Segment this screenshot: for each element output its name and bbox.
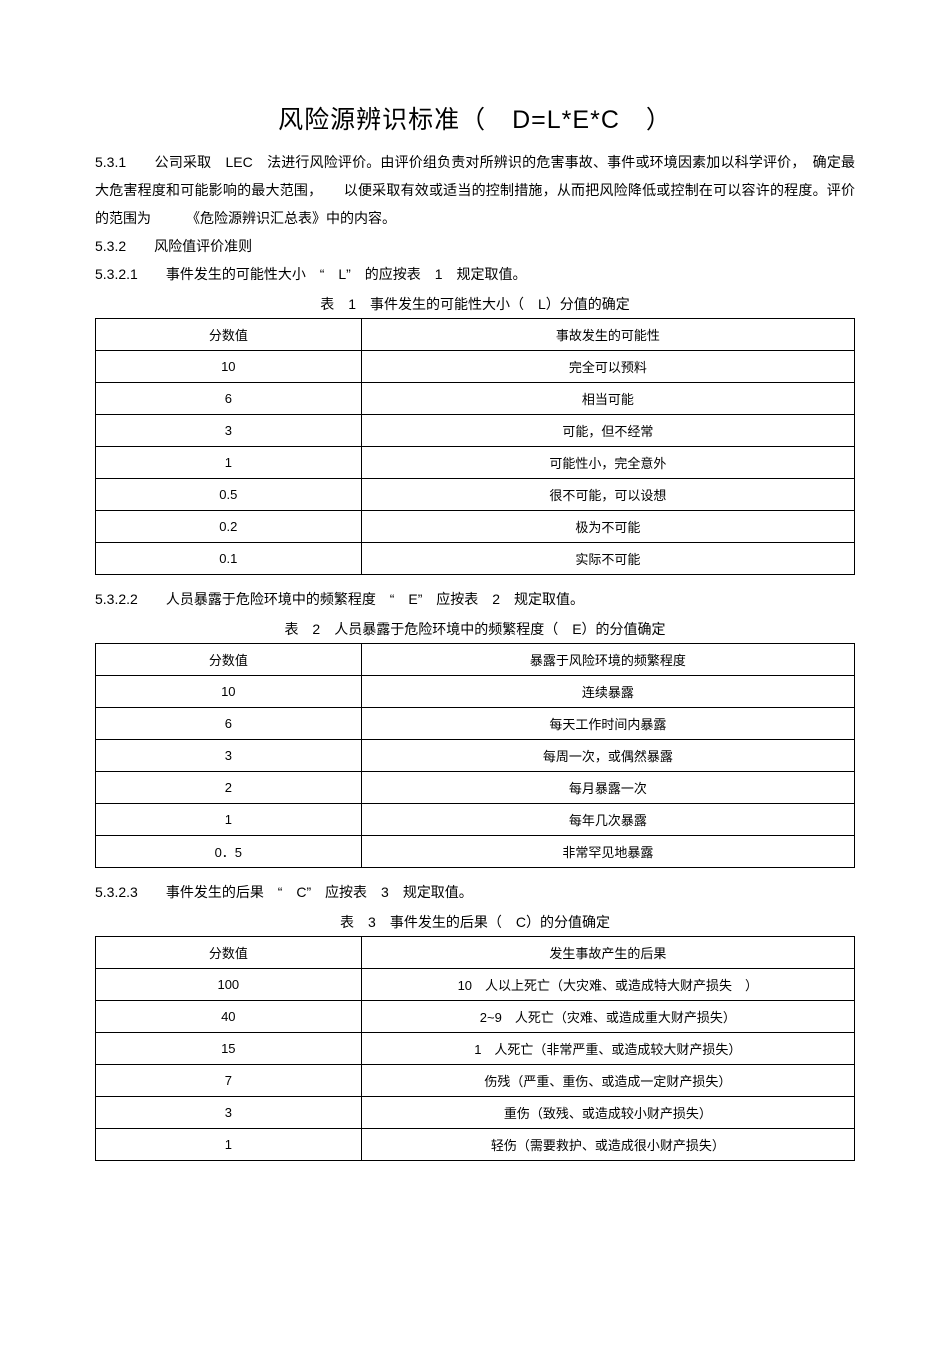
section-5323: 5.3.2.3 事件发生的后果 “ C” 应按表 3 规定取值。 — [95, 878, 855, 906]
table-row: 6每天工作时间内暴露 — [96, 708, 855, 740]
cell-desc: 每年几次暴露 — [361, 804, 854, 836]
cell-score: 2 — [96, 772, 362, 804]
cell-score: 1 — [96, 804, 362, 836]
table-row: 402~9 人死亡（灾难、或造成重大财产损失） — [96, 1001, 855, 1033]
cell-desc: 极为不可能 — [361, 511, 854, 543]
table-row: 3重伤（致残、或造成较小财产损失） — [96, 1097, 855, 1129]
table-row: 1轻伤（需要救护、或造成很小财产损失） — [96, 1129, 855, 1161]
cell-desc: 每月暴露一次 — [361, 772, 854, 804]
table-exposure: 分数值 暴露于风险环境的频繁程度 10连续暴露 6每天工作时间内暴露 3每周一次… — [95, 643, 855, 868]
table-row: 10完全可以预料 — [96, 351, 855, 383]
table1-caption: 表 1 事件发生的可能性大小（ L）分值的确定 — [95, 294, 855, 314]
cell-desc: 非常罕见地暴露 — [361, 836, 854, 868]
document-page: 风险源辨识标准（ D=L*E*C ） 5.3.1 公司采取 LEC 法进行风险评… — [0, 0, 950, 1345]
cell-score: 0．5 — [96, 836, 362, 868]
th-desc: 暴露于风险环境的频繁程度 — [361, 644, 854, 676]
th-score: 分数值 — [96, 644, 362, 676]
cell-desc: 1 人死亡（非常严重、或造成较大财产损失） — [361, 1033, 854, 1065]
table-row: 7伤残（严重、重伤、或造成一定财产损失） — [96, 1065, 855, 1097]
page-title: 风险源辨识标准（ D=L*E*C ） — [95, 100, 855, 136]
cell-desc: 很不可能，可以设想 — [361, 479, 854, 511]
table2-caption: 表 2 人员暴露于危险环境中的频繁程度（ E）的分值确定 — [95, 619, 855, 639]
cell-score: 1 — [96, 447, 362, 479]
cell-desc: 每天工作时间内暴露 — [361, 708, 854, 740]
table-row: 3每周一次，或偶然暴露 — [96, 740, 855, 772]
cell-desc: 可能，但不经常 — [361, 415, 854, 447]
cell-score: 100 — [96, 969, 362, 1001]
th-score: 分数值 — [96, 937, 362, 969]
cell-score: 7 — [96, 1065, 362, 1097]
cell-score: 3 — [96, 740, 362, 772]
table-header-row: 分数值 发生事故产生的后果 — [96, 937, 855, 969]
table-row: 0.2极为不可能 — [96, 511, 855, 543]
cell-score: 15 — [96, 1033, 362, 1065]
cell-score: 10 — [96, 676, 362, 708]
cell-desc: 可能性小，完全意外 — [361, 447, 854, 479]
cell-desc: 实际不可能 — [361, 543, 854, 575]
table-row: 0.5很不可能，可以设想 — [96, 479, 855, 511]
intro-paragraph: 5.3.1 公司采取 LEC 法进行风险评价。由评价组负责对所辨识的危害事故、事… — [95, 148, 855, 232]
cell-score: 6 — [96, 383, 362, 415]
cell-score: 3 — [96, 415, 362, 447]
cell-desc: 相当可能 — [361, 383, 854, 415]
cell-desc: 2~9 人死亡（灾难、或造成重大财产损失） — [361, 1001, 854, 1033]
table-row: 0．5非常罕见地暴露 — [96, 836, 855, 868]
section-5321: 5.3.2.1 事件发生的可能性大小 “ L” 的应按表 1 规定取值。 — [95, 260, 855, 288]
cell-score: 0.2 — [96, 511, 362, 543]
cell-desc: 轻伤（需要救护、或造成很小财产损失） — [361, 1129, 854, 1161]
cell-score: 0.1 — [96, 543, 362, 575]
cell-score: 3 — [96, 1097, 362, 1129]
table-row: 0.1实际不可能 — [96, 543, 855, 575]
th-desc: 事故发生的可能性 — [361, 319, 854, 351]
th-score: 分数值 — [96, 319, 362, 351]
cell-desc: 重伤（致残、或造成较小财产损失） — [361, 1097, 854, 1129]
cell-desc: 完全可以预料 — [361, 351, 854, 383]
table-row: 1每年几次暴露 — [96, 804, 855, 836]
cell-score: 6 — [96, 708, 362, 740]
table-header-row: 分数值 暴露于风险环境的频繁程度 — [96, 644, 855, 676]
table-row: 10连续暴露 — [96, 676, 855, 708]
table-row: 6相当可能 — [96, 383, 855, 415]
cell-desc: 10 人以上死亡（大灾难、或造成特大财产损失 ） — [361, 969, 854, 1001]
cell-desc: 伤残（严重、重伤、或造成一定财产损失） — [361, 1065, 854, 1097]
table-header-row: 分数值 事故发生的可能性 — [96, 319, 855, 351]
table-row: 1可能性小，完全意外 — [96, 447, 855, 479]
cell-desc: 连续暴露 — [361, 676, 854, 708]
cell-score: 40 — [96, 1001, 362, 1033]
cell-score: 1 — [96, 1129, 362, 1161]
table-row: 2每月暴露一次 — [96, 772, 855, 804]
table3-caption: 表 3 事件发生的后果（ C）的分值确定 — [95, 912, 855, 932]
table-row: 151 人死亡（非常严重、或造成较大财产损失） — [96, 1033, 855, 1065]
cell-score: 10 — [96, 351, 362, 383]
section-5322: 5.3.2.2 人员暴露于危险环境中的频繁程度 “ E” 应按表 2 规定取值。 — [95, 585, 855, 613]
table-likelihood: 分数值 事故发生的可能性 10完全可以预料 6相当可能 3可能，但不经常 1可能… — [95, 318, 855, 575]
table-consequence: 分数值 发生事故产生的后果 10010 人以上死亡（大灾难、或造成特大财产损失 … — [95, 936, 855, 1161]
cell-score: 0.5 — [96, 479, 362, 511]
th-desc: 发生事故产生的后果 — [361, 937, 854, 969]
section-532: 5.3.2 风险值评价准则 — [95, 232, 855, 260]
cell-desc: 每周一次，或偶然暴露 — [361, 740, 854, 772]
table-row: 3可能，但不经常 — [96, 415, 855, 447]
table-row: 10010 人以上死亡（大灾难、或造成特大财产损失 ） — [96, 969, 855, 1001]
